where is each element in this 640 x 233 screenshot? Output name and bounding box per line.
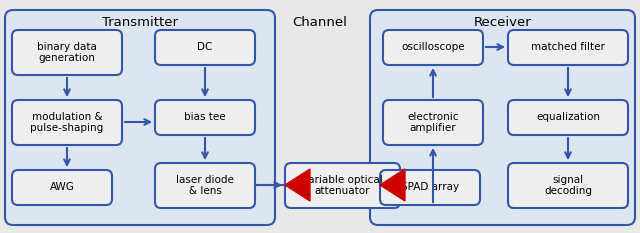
FancyBboxPatch shape bbox=[383, 30, 483, 65]
FancyBboxPatch shape bbox=[380, 170, 480, 205]
Text: AWG: AWG bbox=[49, 182, 74, 192]
Text: variable optical
attenuator: variable optical attenuator bbox=[302, 175, 383, 196]
Text: laser diode
& lens: laser diode & lens bbox=[176, 175, 234, 196]
FancyBboxPatch shape bbox=[508, 163, 628, 208]
Text: DC: DC bbox=[197, 42, 212, 52]
Text: Receiver: Receiver bbox=[474, 16, 531, 28]
Text: bias tee: bias tee bbox=[184, 113, 226, 123]
Text: equalization: equalization bbox=[536, 113, 600, 123]
Polygon shape bbox=[285, 169, 310, 201]
Text: SPAD array: SPAD array bbox=[401, 182, 459, 192]
Text: modulation &
pulse-shaping: modulation & pulse-shaping bbox=[30, 112, 104, 133]
Text: oscilloscope: oscilloscope bbox=[401, 42, 465, 52]
FancyBboxPatch shape bbox=[5, 10, 275, 225]
FancyBboxPatch shape bbox=[12, 170, 112, 205]
FancyBboxPatch shape bbox=[155, 30, 255, 65]
Text: Transmitter: Transmitter bbox=[102, 16, 178, 28]
FancyBboxPatch shape bbox=[12, 30, 122, 75]
FancyBboxPatch shape bbox=[508, 30, 628, 65]
FancyBboxPatch shape bbox=[155, 100, 255, 135]
FancyBboxPatch shape bbox=[370, 10, 635, 225]
Text: binary data
generation: binary data generation bbox=[37, 42, 97, 63]
Text: Channel: Channel bbox=[292, 16, 348, 28]
FancyBboxPatch shape bbox=[155, 163, 255, 208]
Text: matched filter: matched filter bbox=[531, 42, 605, 52]
FancyBboxPatch shape bbox=[12, 100, 122, 145]
FancyBboxPatch shape bbox=[508, 100, 628, 135]
Polygon shape bbox=[380, 169, 405, 201]
FancyBboxPatch shape bbox=[285, 163, 400, 208]
Text: signal
decoding: signal decoding bbox=[544, 175, 592, 196]
Text: electronic
amplifier: electronic amplifier bbox=[407, 112, 459, 133]
FancyBboxPatch shape bbox=[383, 100, 483, 145]
